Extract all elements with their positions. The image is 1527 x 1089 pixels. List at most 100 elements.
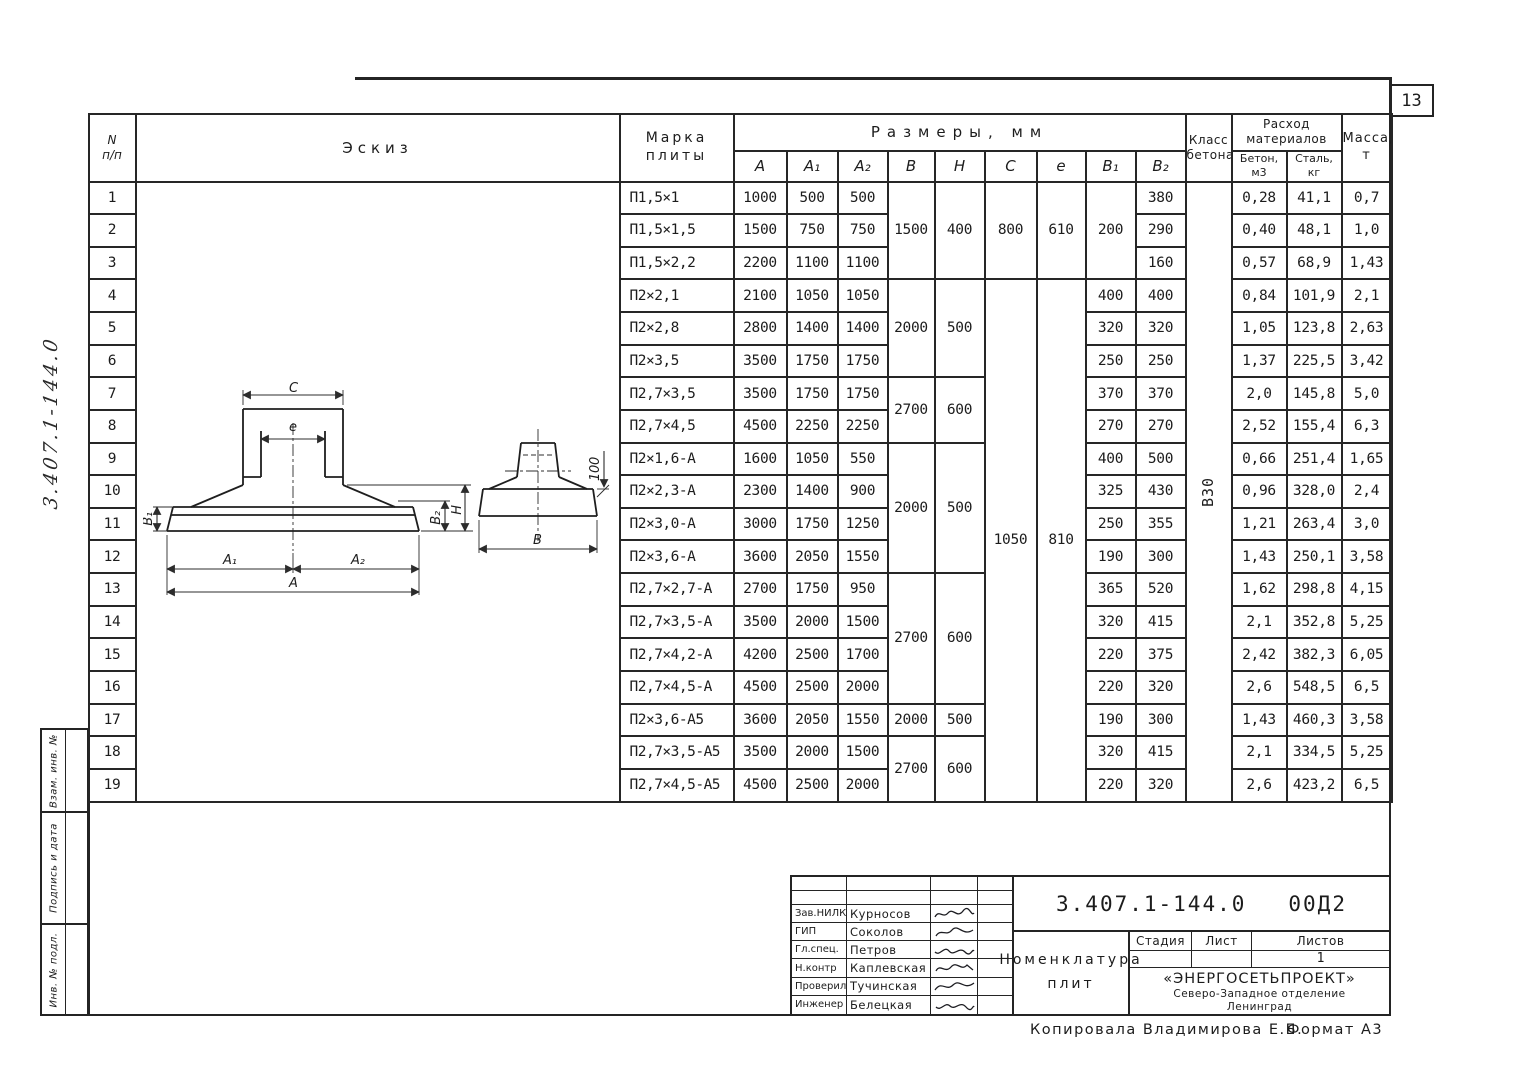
cell-concrete: 1,05 bbox=[1230, 311, 1288, 346]
cell-b1: 320 bbox=[1084, 311, 1137, 346]
cell-b2: 430 bbox=[1134, 474, 1187, 509]
cell-steel: 548,5 bbox=[1285, 669, 1343, 705]
stage-sheet-block: Стадия Лист Листов 1 «ЭНЕРГОСЕТЬПРОЕКТ» … bbox=[1130, 932, 1389, 1014]
signature-cell bbox=[931, 959, 978, 978]
cell-a: 3500 bbox=[732, 604, 788, 640]
cell-num: 19 bbox=[87, 767, 137, 803]
cell-concrete: 2,1 bbox=[1230, 604, 1288, 640]
cell-a: 4500 bbox=[732, 669, 788, 705]
format-note: Формат А3 bbox=[1287, 1022, 1384, 1038]
cell-concrete: 0,96 bbox=[1230, 474, 1288, 509]
table-row: 16 П2,7×4,5-А 4500 2500 2000 220 320 2,6… bbox=[87, 669, 1393, 705]
cell-a2: 1500 bbox=[836, 604, 889, 640]
empty-cell bbox=[931, 877, 978, 891]
pedestal-recess bbox=[242, 430, 343, 478]
cell-b2: 250 bbox=[1134, 343, 1187, 379]
stage-value bbox=[1130, 951, 1192, 967]
sheet-top-rule bbox=[355, 77, 1392, 80]
dim-label-e: е bbox=[289, 420, 297, 435]
cell-concrete: 1,21 bbox=[1230, 506, 1288, 542]
cell-a1: 2500 bbox=[785, 767, 839, 803]
cell-b-span: 2000 bbox=[886, 278, 936, 379]
cell-concrete: 1,37 bbox=[1230, 343, 1288, 379]
cell-b2: 375 bbox=[1134, 637, 1187, 672]
signature-squiggle bbox=[935, 1003, 975, 1011]
dim-label-b1: В₁ bbox=[143, 512, 156, 526]
cell-a: 4500 bbox=[732, 767, 788, 803]
cell-mark: П2×3,6-А bbox=[618, 539, 735, 574]
cell-h-span: 600 bbox=[933, 572, 986, 705]
cell-num: 13 bbox=[87, 572, 137, 607]
cell-a1: 1750 bbox=[785, 506, 839, 542]
cell-a: 4200 bbox=[732, 637, 788, 672]
cell-a2: 950 bbox=[836, 572, 889, 607]
table-row: 4 П2×2,1 2100 1050 1050 2000 500 1050 81… bbox=[87, 278, 1393, 803]
col-header-b2: В₂ bbox=[1134, 149, 1187, 183]
sheet-value bbox=[1192, 951, 1252, 967]
signature-squiggle bbox=[934, 982, 975, 991]
cell-steel: 328,0 bbox=[1285, 474, 1343, 509]
table-row: 17 П2×3,6-А5 3600 2050 1550 2000 500 190… bbox=[87, 702, 1393, 738]
cell-concrete: 0,84 bbox=[1230, 278, 1288, 313]
cell-b1: 250 bbox=[1084, 343, 1137, 379]
col-header-steel: Сталь, кг bbox=[1285, 149, 1343, 183]
dim-label-c: С bbox=[289, 381, 299, 396]
col-header-materials-group: Расход материалов bbox=[1230, 112, 1343, 152]
cell-b2: 300 bbox=[1134, 539, 1187, 574]
cell-a2: 550 bbox=[836, 441, 889, 477]
cell-a2: 2250 bbox=[836, 408, 889, 444]
cell-a2: 1500 bbox=[836, 735, 889, 770]
cell-steel: 48,1 bbox=[1285, 213, 1343, 248]
cell-mass: 2,63 bbox=[1340, 311, 1393, 346]
stamp-label-strip: Подпись и дата bbox=[42, 813, 66, 923]
empty-cell bbox=[978, 891, 1012, 905]
empty-cell bbox=[978, 959, 1012, 978]
person-name: Петров bbox=[847, 941, 931, 960]
col-header-concrete-class: Класс бетона bbox=[1184, 112, 1233, 183]
signature-cell bbox=[931, 905, 978, 924]
signature-squiggle bbox=[935, 964, 974, 972]
table-row: 3 П1,5×2,2 2200 1100 1100 160 0,57 68,9 … bbox=[87, 245, 1393, 281]
empty-cell bbox=[978, 996, 1012, 1014]
cell-mass: 5,25 bbox=[1340, 735, 1393, 770]
cell-b2: 500 bbox=[1134, 441, 1187, 477]
cell-concrete: 0,57 bbox=[1230, 245, 1288, 281]
empty-cell bbox=[978, 978, 1012, 996]
cell-a2: 1550 bbox=[836, 539, 889, 574]
cell-a1: 2500 bbox=[785, 637, 839, 672]
table-row: 2 П1,5×1,5 1500 750 750 290 0,40 48,1 1,… bbox=[87, 213, 1393, 248]
dim-label-b2: В₂ bbox=[429, 511, 444, 525]
stamp-label-strip: Инв. № подл. bbox=[42, 925, 66, 1014]
cell-steel: 155,4 bbox=[1285, 408, 1343, 444]
col-header-sketch: Эскиз bbox=[134, 112, 621, 183]
stamp-label: Взам. инв. № bbox=[48, 733, 59, 808]
cell-b2: 320 bbox=[1134, 767, 1187, 803]
col-header-a: А bbox=[732, 149, 788, 183]
col-header-mass: Масса, т bbox=[1340, 112, 1393, 183]
cell-steel: 460,3 bbox=[1285, 702, 1343, 738]
empty-cell bbox=[978, 877, 1012, 891]
cell-num: 7 bbox=[87, 376, 137, 411]
cell-steel: 68,9 bbox=[1285, 245, 1343, 281]
sketch-cell: С е В₁ В₂ Н А₁ bbox=[134, 180, 621, 803]
organization-branch: Северо-Западное отделение bbox=[1173, 987, 1346, 1000]
cell-mass: 0,7 bbox=[1340, 180, 1393, 216]
cell-a: 2300 bbox=[732, 474, 788, 509]
cell-a1: 1400 bbox=[785, 311, 839, 346]
table-row: 8 П2,7×4,5 4500 2250 2250 270 270 2,52 1… bbox=[87, 408, 1393, 444]
title-block: Зав.НИЛКЭ Курносов ГИП Соколов Гл.спец. … bbox=[790, 875, 1391, 1016]
cell-mass: 2,1 bbox=[1340, 278, 1393, 313]
plate-sketch: С е В₁ В₂ Н А₁ bbox=[143, 381, 609, 596]
cell-steel: 41,1 bbox=[1285, 180, 1343, 216]
cell-a1: 1400 bbox=[785, 474, 839, 509]
cell-b2: 370 bbox=[1134, 376, 1187, 411]
cell-mark: П1,5×2,2 bbox=[618, 245, 735, 281]
cell-num: 16 bbox=[87, 669, 137, 705]
cell-b1: 190 bbox=[1084, 539, 1137, 574]
col-header-c: С bbox=[983, 149, 1038, 183]
cell-mass: 5,0 bbox=[1340, 376, 1393, 411]
dim-label-a: А bbox=[288, 576, 298, 591]
cell-a2: 900 bbox=[836, 474, 889, 509]
